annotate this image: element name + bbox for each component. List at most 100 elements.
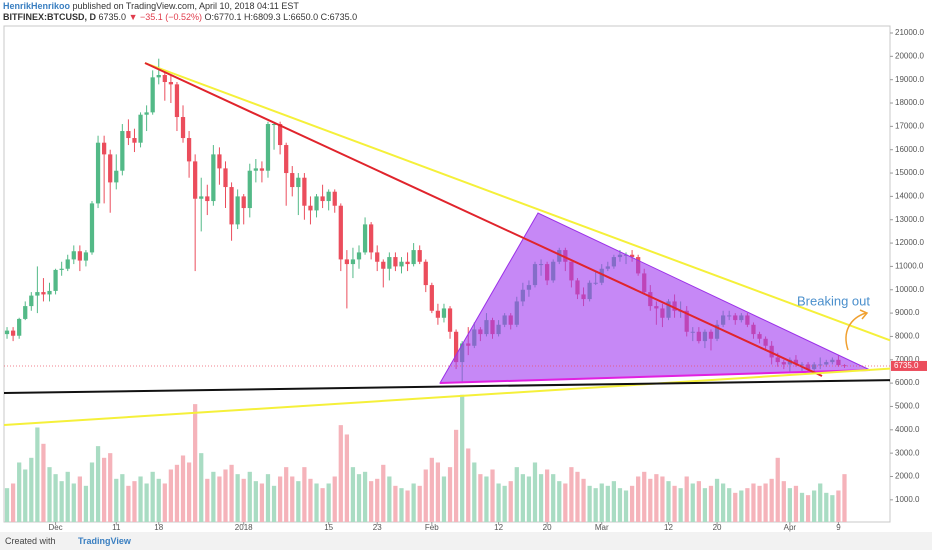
- y-tick-label: 15000.0: [895, 168, 924, 177]
- volume-bar: [223, 469, 228, 522]
- volume-bar: [381, 464, 386, 522]
- y-tick-label: 3000.0: [895, 448, 920, 457]
- volume-bar: [690, 483, 695, 522]
- candle-body: [168, 82, 174, 85]
- candle-body: [114, 170, 119, 183]
- volume-bar: [156, 478, 161, 522]
- candle-body: [65, 259, 70, 269]
- volume-bar: [435, 462, 441, 522]
- volume-bar: [660, 476, 665, 522]
- volume-bar: [23, 469, 28, 522]
- volume-bar: [708, 485, 714, 522]
- arrow: [845, 312, 867, 351]
- volume-bar: [526, 476, 532, 522]
- y-tick-label: 14000.0: [895, 191, 924, 200]
- y-tick-label: 16000.0: [895, 145, 924, 154]
- volume-bar: [642, 471, 647, 522]
- footer: Created with TradingView: [0, 532, 932, 550]
- change: ▼ −35.1 (−0.52%): [128, 12, 203, 22]
- volume-bar: [229, 464, 234, 522]
- volume-bar: [696, 481, 701, 522]
- candle-body: [47, 290, 52, 295]
- volume-bar: [581, 478, 586, 522]
- candle-body: [4, 330, 10, 335]
- x-tick-label: Feb: [425, 523, 439, 532]
- candle-body: [338, 205, 343, 260]
- candle-body: [362, 224, 368, 253]
- y-tick-label: 4000.0: [895, 425, 920, 434]
- volume-bar: [193, 404, 198, 522]
- triangle-base: [439, 369, 871, 384]
- candle-body: [350, 259, 356, 265]
- candle-body: [77, 251, 82, 261]
- volume-bar: [727, 488, 732, 522]
- volume-bar: [490, 469, 495, 522]
- volume-bar: [205, 478, 210, 522]
- volume-bar: [277, 476, 283, 522]
- volume-bar: [71, 483, 76, 522]
- x-tick-label: 20: [543, 523, 552, 532]
- x-tick-label: 15: [324, 523, 333, 532]
- last: 6735.0: [98, 12, 127, 22]
- last-price-tag: [891, 360, 927, 371]
- author[interactable]: HenrikHenrikoo: [3, 1, 71, 11]
- volume-bar: [423, 469, 428, 522]
- volume-bar: [514, 467, 519, 522]
- candle-body: [71, 251, 76, 260]
- volume-bar: [162, 483, 167, 522]
- volume-bar: [733, 492, 738, 522]
- volume-bar: [623, 490, 629, 522]
- candle-body: [308, 205, 313, 211]
- candle-body: [405, 261, 410, 265]
- candle-body: [369, 224, 374, 253]
- volume-bar: [350, 467, 356, 522]
- volume-bar: [114, 478, 119, 522]
- volume-bar: [763, 483, 768, 522]
- candle-body: [156, 75, 161, 78]
- candle-body: [144, 112, 149, 115]
- y-tick-label: 5000.0: [895, 402, 920, 411]
- x-tick-label: 20: [713, 523, 722, 532]
- volume-bar: [83, 485, 89, 522]
- volume-bar: [836, 490, 841, 522]
- upper-trend-line: [144, 62, 890, 342]
- x-tick-label: 23: [373, 523, 382, 532]
- volume-bar: [453, 429, 459, 522]
- volume-bar: [241, 478, 246, 522]
- volume-bar: [126, 485, 131, 522]
- volume-bar: [344, 434, 349, 522]
- lower-trend-line: [4, 367, 890, 426]
- candle-body: [205, 196, 210, 202]
- volume-bar: [842, 474, 847, 522]
- candle-body: [253, 168, 258, 171]
- volume-bar: [478, 474, 483, 522]
- volume-bar: [636, 476, 641, 522]
- volume-bar: [150, 471, 155, 522]
- candle-body: [447, 308, 453, 332]
- volume-bar: [714, 478, 720, 522]
- volume-bar: [253, 481, 258, 522]
- candle-body: [314, 196, 319, 211]
- last-price-label: 6735.0: [894, 361, 919, 370]
- candle-body: [132, 138, 137, 143]
- volume-bar: [720, 483, 726, 522]
- volume-bar: [387, 476, 392, 522]
- x-tick-label: 11: [112, 523, 121, 532]
- volume-bar: [678, 488, 683, 522]
- candle-body: [247, 170, 252, 209]
- volume-bar: [326, 483, 331, 522]
- candle-body: [102, 142, 107, 155]
- annotation: Breaking out: [797, 293, 870, 308]
- x-tick-label: Dec: [48, 523, 62, 532]
- volume-bar: [284, 467, 289, 522]
- volume-bar: [308, 478, 313, 522]
- brand[interactable]: TradingView: [78, 536, 131, 546]
- volume-bar: [102, 457, 107, 522]
- volume-bar: [757, 485, 762, 522]
- volume-bar: [35, 427, 40, 522]
- volume-bar: [29, 457, 34, 522]
- volume-bar: [369, 481, 374, 522]
- volume-bar: [751, 483, 756, 522]
- volume-bar: [496, 483, 501, 522]
